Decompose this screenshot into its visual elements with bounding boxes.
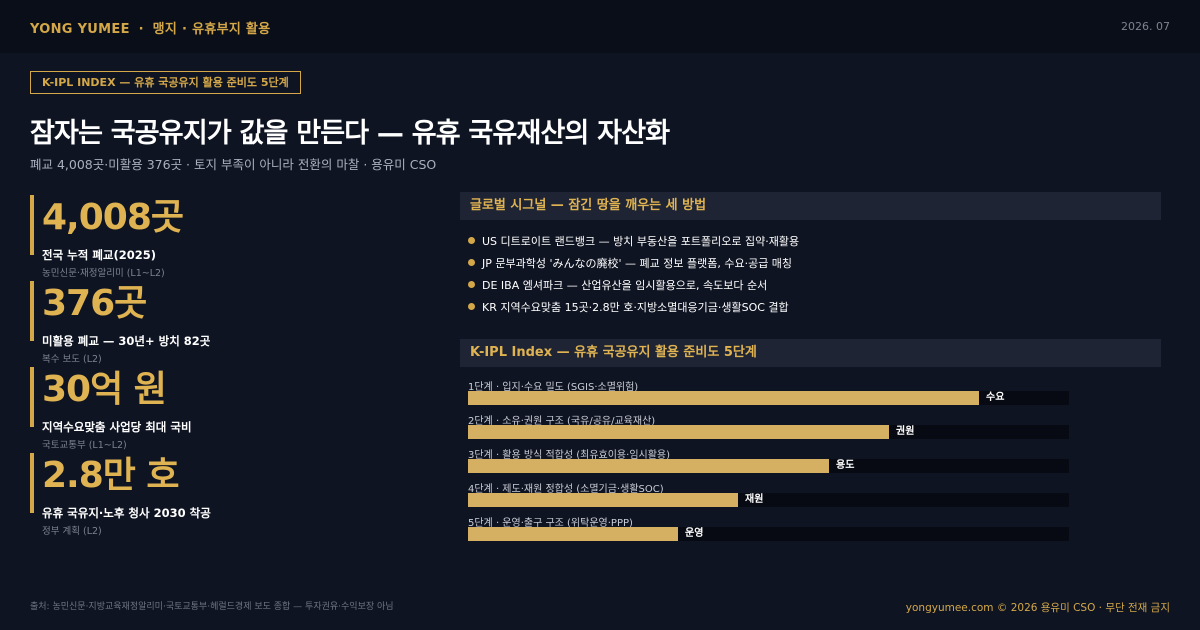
kipl-stage-track	[468, 493, 1069, 507]
stat-value: 376곳	[42, 283, 147, 324]
brand-separator: ·	[138, 22, 144, 37]
kipl-stage-track	[468, 425, 1069, 439]
kipl-stage-label: 4단계 · 제도·재원 정합성 (소멸기금·생활SOC)	[468, 484, 664, 495]
kipl-stage-fill	[468, 459, 829, 473]
kipl-stage-fill	[468, 493, 738, 507]
footer-copyright: yongyumee.com © 2026 용유미 CSO · 무단 전재 금지	[905, 602, 1170, 614]
bullet-dot-icon	[468, 259, 475, 266]
stat-label: 유휴 국유지·노후 청사 2030 착공	[42, 506, 211, 520]
top-bar: YONG YUMEE · 맹지 · 유휴부지 활용 2026. 07	[0, 0, 1200, 53]
stat-accent-bar	[30, 281, 34, 341]
signal-text: JP 문부과학성 'みんなの廃校' — 폐교 정보 플랫폼, 수요·공급 매칭	[482, 257, 793, 270]
signal-item: JP 문부과학성 'みんなの廃校' — 폐교 정보 플랫폼, 수요·공급 매칭	[468, 255, 792, 271]
stat-source: 정부 계획 (L2)	[42, 526, 102, 537]
brand-line: YONG YUMEE · 맹지 · 유휴부지 활용	[30, 18, 270, 37]
stat-source: 국토교통부 (L1~L2)	[42, 440, 127, 451]
stat-accent-bar	[30, 195, 34, 255]
kipl-stage-tag: 용도	[836, 460, 855, 471]
stat-label: 전국 누적 폐교(2025)	[42, 248, 157, 262]
stat-source: 복수 보도 (L2)	[42, 354, 102, 365]
kipl-stage-tag: 운영	[685, 528, 704, 539]
footer-sources: 출처: 농민신문·지방교육재정알리미·국토교통부·헤럴드경제 보도 종합 — 투…	[30, 602, 394, 612]
page-title: 잠자는 국공유지가 값을 만든다 — 유휴 국유재산의 자산화	[30, 118, 670, 149]
kipl-stage-label: 5단계 · 운영·출구 구조 (위탁운영·PPP)	[468, 518, 633, 529]
signal-text: US 디트로이트 랜드뱅크 — 방치 부동산을 포트폴리오로 집약·재활용	[482, 235, 800, 248]
kipl-stage-fill	[468, 425, 889, 439]
kipl-heading: K-IPL Index — 유휴 국공유지 활용 준비도 5단계	[460, 339, 1161, 367]
signal-item: DE IBA 엠셔파크 — 산업유산을 임시활용으로, 속도보다 순서	[468, 277, 767, 293]
stat-card: 376곳 미활용 폐교 — 30년+ 방치 82곳 복수 보도 (L2)	[30, 281, 410, 365]
bullet-dot-icon	[468, 281, 475, 288]
kipl-stage-label: 2단계 · 소유·권원 구조 (국유/공유/교육재산)	[468, 416, 656, 427]
stat-label: 지역수요맞춤 사업당 최대 국비	[42, 420, 192, 434]
kipl-stage-track	[468, 391, 1069, 405]
kipl-stage-label: 3단계 · 활용 방식 적합성 (최유효이용·임시활용)	[468, 450, 671, 461]
kipl-stage-row: 1단계 · 입지·수요 밀도 (SGIS·소멸위험) 수요	[468, 378, 1069, 412]
stat-value: 30억 원	[42, 369, 167, 410]
page-subtitle: 폐교 4,008곳·미활용 376곳 · 토지 부족이 아니라 전환의 마찰 ·…	[30, 157, 437, 172]
section-name: 맹지 · 유휴부지 활용	[152, 22, 271, 37]
signals-heading: 글로벌 시그널 — 잠긴 땅을 깨우는 세 방법	[460, 192, 1161, 220]
stat-label: 미활용 폐교 — 30년+ 방치 82곳	[42, 334, 211, 348]
stat-value: 4,008곳	[42, 197, 184, 238]
kipl-stage-row: 5단계 · 운영·출구 구조 (위탁운영·PPP) 운영	[468, 514, 1069, 548]
stat-value: 2.8만 호	[42, 455, 180, 496]
kipl-stage-tag: 재원	[745, 494, 764, 505]
stat-card: 4,008곳 전국 누적 폐교(2025) 농민신문·재정알리미 (L1~L2)	[30, 195, 410, 279]
stat-card: 2.8만 호 유휴 국유지·노후 청사 2030 착공 정부 계획 (L2)	[30, 453, 410, 537]
index-badge: K-IPL INDEX — 유휴 국공유지 활용 준비도 5단계	[30, 71, 301, 94]
kipl-stage-track	[468, 459, 1069, 473]
kipl-stage-label: 1단계 · 입지·수요 밀도 (SGIS·소멸위험)	[468, 382, 639, 393]
signal-item: KR 지역수요맞춤 15곳·2.8만 호·지방소멸대응기금·생활SOC 결합	[468, 299, 789, 315]
bullet-dot-icon	[468, 237, 475, 244]
stat-accent-bar	[30, 367, 34, 427]
signal-text: KR 지역수요맞춤 15곳·2.8만 호·지방소멸대응기금·생활SOC 결합	[482, 301, 789, 314]
brand-name: YONG YUMEE	[30, 22, 130, 37]
stat-source: 농민신문·재정알리미 (L1~L2)	[42, 268, 165, 279]
kipl-stage-row: 4단계 · 제도·재원 정합성 (소멸기금·생활SOC) 재원	[468, 480, 1069, 514]
kipl-stage-row: 3단계 · 활용 방식 적합성 (최유효이용·임시활용) 용도	[468, 446, 1069, 480]
signal-text: DE IBA 엠셔파크 — 산업유산을 임시활용으로, 속도보다 순서	[482, 279, 768, 292]
kipl-stage-track	[468, 527, 1069, 541]
issue-date: 2026. 07	[1121, 20, 1170, 33]
bullet-dot-icon	[468, 303, 475, 310]
stat-card: 30억 원 지역수요맞춤 사업당 최대 국비 국토교통부 (L1~L2)	[30, 367, 410, 451]
kipl-stage-fill	[468, 391, 979, 405]
kipl-stage-row: 2단계 · 소유·권원 구조 (국유/공유/교육재산) 권원	[468, 412, 1069, 446]
kipl-stage-tag: 수요	[986, 392, 1005, 403]
stat-accent-bar	[30, 453, 34, 513]
kipl-stage-fill	[468, 527, 678, 541]
kipl-stage-tag: 권원	[896, 426, 915, 437]
signal-item: US 디트로이트 랜드뱅크 — 방치 부동산을 포트폴리오로 집약·재활용	[468, 233, 799, 249]
